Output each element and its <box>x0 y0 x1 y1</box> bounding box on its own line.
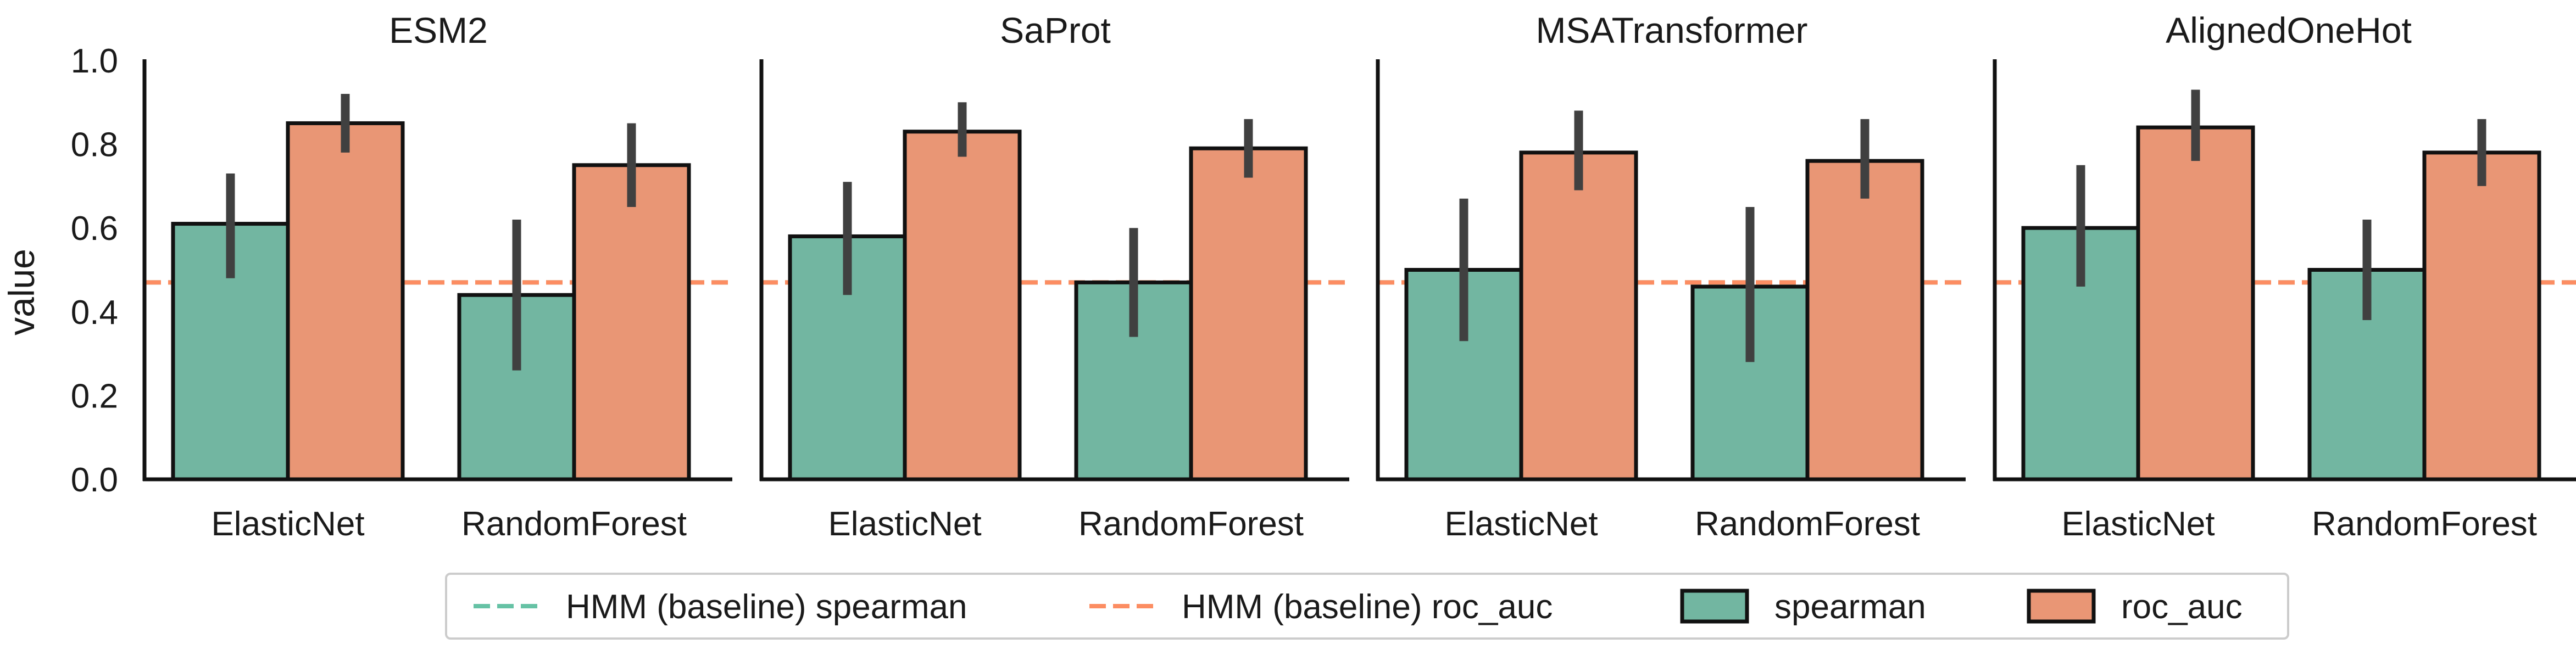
x-tick-label: RandomForest <box>2312 505 2537 543</box>
bar-roc_auc-ElasticNet <box>2136 125 2255 482</box>
legend: HMM (baseline) spearman HMM (baseline) ro… <box>445 573 2289 640</box>
x-tick-label: RandomForest <box>1078 505 1304 543</box>
y-tick-label: 0.0 <box>71 461 118 499</box>
x-tick-label: ElasticNet <box>2061 505 2215 543</box>
panel-MSATransformer: MSATransformer ElasticNet RandomForest <box>1376 10 1966 543</box>
y-tick-label: 0.4 <box>71 294 118 332</box>
y-axis-label: value <box>1 249 42 335</box>
bar-roc_auc-RandomForest <box>1805 159 1924 482</box>
bar-roc_auc-ElasticNet <box>286 121 405 482</box>
y-tick-label: 0.6 <box>71 210 118 248</box>
legend-frame <box>445 573 2289 640</box>
panel-AlignedOneHot: AlignedOneHot ElasticNet RandomForest <box>1993 10 2576 543</box>
x-tick-label: ElasticNet <box>211 505 364 543</box>
y-tick-label: 1.0 <box>71 42 118 80</box>
x-tick-label: RandomForest <box>1695 505 1920 543</box>
panel-ESM2: ESM2 ElasticNet RandomForest <box>142 10 732 543</box>
bar-roc_auc-RandomForest <box>2422 150 2541 482</box>
panels: ESM2 ElasticNet RandomForest SaProt ElasticN… <box>71 10 2576 543</box>
bar-roc_auc-ElasticNet <box>1519 150 1638 482</box>
x-tick-label: ElasticNet <box>828 505 981 543</box>
legend-swatch-spearman <box>1680 589 1749 624</box>
x-tick-label: ElasticNet <box>1444 505 1598 543</box>
x-tick-label: RandomForest <box>461 505 687 543</box>
y-tick-label: 0.2 <box>71 377 118 415</box>
panel-SaProt: SaProt ElasticNet RandomForest <box>759 10 1349 543</box>
panel-title: SaProt <box>1000 10 1111 51</box>
panel-title: MSATransformer <box>1535 10 1807 51</box>
bar-roc_auc-ElasticNet <box>903 130 1022 482</box>
legend-label: HMM (baseline) spearman <box>566 588 967 626</box>
legend-label: roc_auc <box>2121 588 2243 626</box>
bar-roc_auc-RandomForest <box>572 163 691 482</box>
legend-label: HMM (baseline) roc_auc <box>1182 588 1553 626</box>
panel-title: ESM2 <box>389 10 488 51</box>
legend-label: spearman <box>1774 588 1926 626</box>
bar-roc_auc-RandomForest <box>1189 146 1308 482</box>
panel-title: AlignedOneHot <box>2166 10 2412 51</box>
y-tick-label: 0.8 <box>71 126 118 164</box>
legend-swatch-roc_auc <box>2027 589 2096 624</box>
